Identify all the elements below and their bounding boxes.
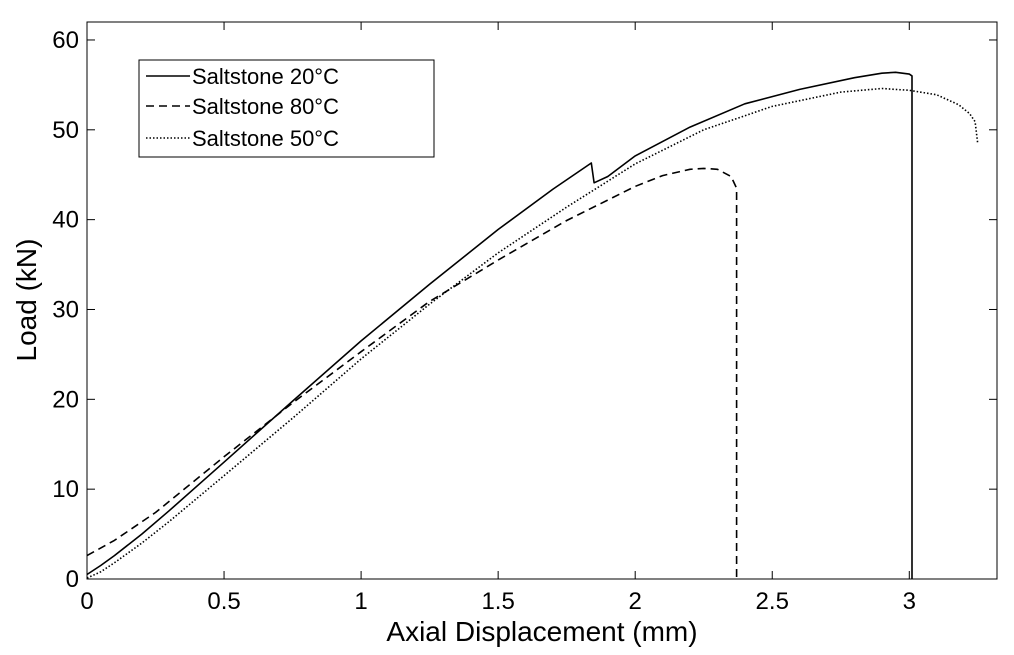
y-tick-label: 20 <box>52 386 79 413</box>
x-tick-label: 1 <box>354 588 367 615</box>
series-group <box>86 71 979 579</box>
x-tick-label: 2 <box>629 588 642 615</box>
x-tick-label: 0 <box>80 588 93 615</box>
series-line-1 <box>86 71 913 579</box>
y-tick-label: 0 <box>66 566 79 593</box>
plot-frame <box>86 21 998 580</box>
y-tick-label: 10 <box>52 476 79 503</box>
y-tick-label: 50 <box>52 117 79 144</box>
x-tick-label: 1.5 <box>481 588 514 615</box>
x-tick-label: 3 <box>903 588 916 615</box>
y-tick-label: 60 <box>52 27 79 54</box>
legend-label-series-1: Saltstone 20°C <box>192 64 339 89</box>
legend-label-series-3: Saltstone 50°C <box>192 126 339 151</box>
x-tick-label: 0.5 <box>207 588 240 615</box>
y-axis-label: Load (kN) <box>11 239 42 362</box>
y-tick-label: 40 <box>52 207 79 234</box>
legend: Saltstone 20°C Saltstone 80°C Saltstone … <box>138 59 435 158</box>
series-line-3 <box>86 87 979 579</box>
series-line-2 <box>86 167 738 579</box>
legend-label-series-2: Saltstone 80°C <box>192 94 339 119</box>
y-tick-label: 30 <box>52 296 79 323</box>
x-tick-label: 2.5 <box>756 588 789 615</box>
x-axis-label: Axial Displacement (mm) <box>386 616 697 647</box>
